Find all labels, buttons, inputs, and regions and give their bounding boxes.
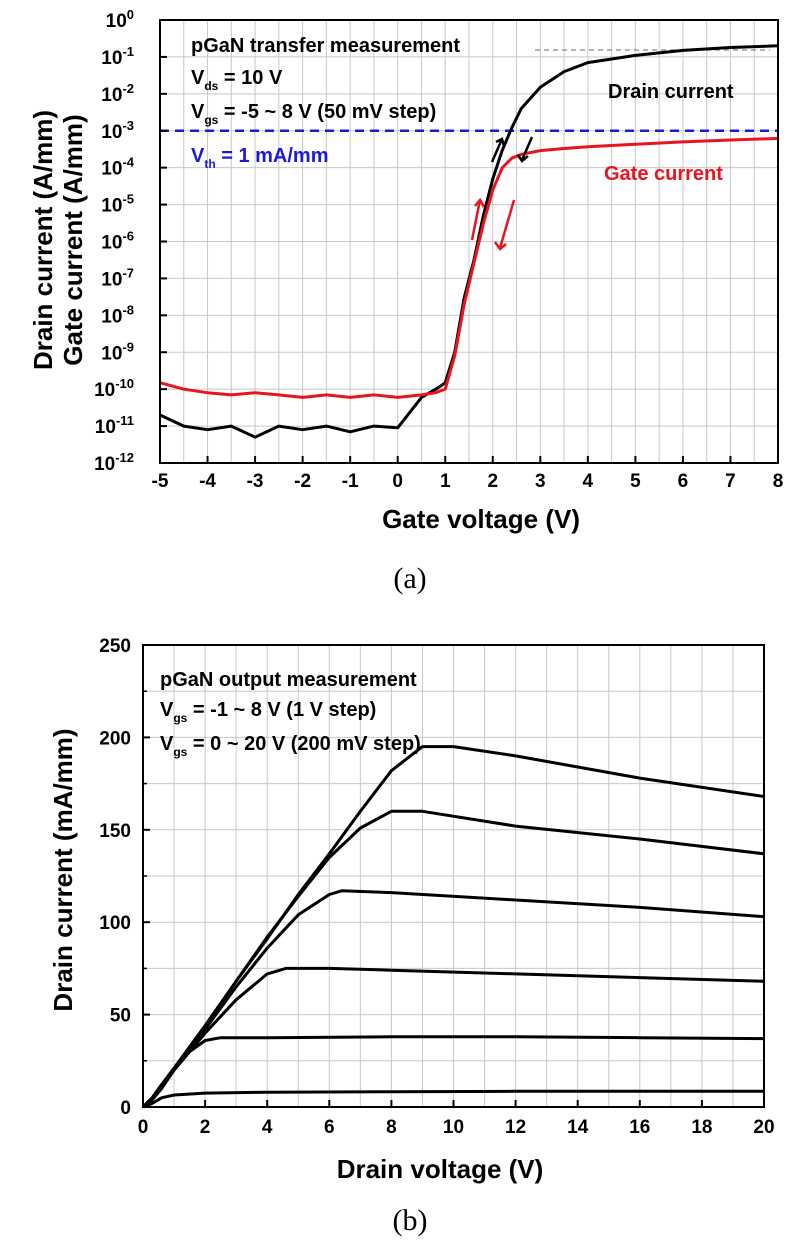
vgs-annotation: Vgs = -5 ~ 8 V (50 mV step) <box>191 101 436 127</box>
vds-annotation: Vds = 10 V <box>191 67 283 93</box>
x-tick-label: -4 <box>199 471 216 492</box>
x-tick-label: 6 <box>678 471 689 492</box>
x-tick-label: -1 <box>342 471 359 492</box>
y-tick-label: 10-1 <box>101 44 134 69</box>
panel-a-axes: -5 -4 -3 -2 -1 0 1 2 3 4 5 6 7 8 100 10-1 10-2 10-3 10-4 10… <box>94 7 783 492</box>
panel-a-transfer-chart: -5 -4 -3 -2 -1 0 1 2 3 4 5 6 7 8 100 10-1 10-2 10-3 10-4 10… <box>28 7 783 595</box>
y-tick-label: 10-12 <box>94 450 134 475</box>
x-tick-label: 20 <box>753 1117 774 1138</box>
y-tick-label: 200 <box>99 728 131 749</box>
output-curve-1 <box>142 1089 764 1109</box>
x-tick-label: 16 <box>629 1117 650 1138</box>
vth-annotation: Vth = 1 mA/mm <box>191 145 329 171</box>
y-tick-label: 10-10 <box>94 376 134 401</box>
y-tick-label: 10-4 <box>101 155 134 180</box>
y-tick-label: 10-7 <box>101 265 134 290</box>
x-tick-label: 12 <box>505 1117 526 1138</box>
panel-a-y-axis-label-gate: Gate current (A/mm) <box>58 114 88 365</box>
panel-a-x-axis-label: Gate voltage (V) <box>382 504 580 534</box>
y-tick-label: 10-3 <box>101 118 134 143</box>
x-tick-label: 0 <box>138 1117 149 1138</box>
output-curve-6 <box>141 745 765 1109</box>
x-tick-label: 0 <box>392 471 403 492</box>
x-tick-label: 6 <box>324 1117 335 1138</box>
transfer-title: pGaN transfer measurement <box>191 35 460 57</box>
y-tick-label: 100 <box>99 913 131 934</box>
x-tick-label: 18 <box>691 1117 712 1138</box>
y-tick-label: 150 <box>99 821 131 842</box>
panel-b-x-axis-label: Drain voltage (V) <box>337 1154 544 1184</box>
panel-a-grid <box>159 19 779 464</box>
gate-current-legend-label: Gate current <box>604 163 723 185</box>
x-tick-label: 2 <box>200 1117 211 1138</box>
gate-current-series <box>159 136 779 399</box>
y-tick-label: 0 <box>120 1098 131 1119</box>
y-tick-label: 10-8 <box>101 302 134 327</box>
x-tick-label: 14 <box>567 1117 589 1138</box>
y-tick-label: 10-5 <box>101 192 134 217</box>
y-tick-label: 100 <box>106 7 134 32</box>
x-tick-label: 1 <box>440 471 451 492</box>
drain-current-legend-label: Drain current <box>608 81 734 103</box>
panel-b-series <box>141 745 765 1109</box>
x-tick-label: 7 <box>725 471 736 492</box>
y-tick-label: 10-2 <box>101 81 134 106</box>
y-tick-label: 50 <box>110 1006 131 1027</box>
x-tick-label: 8 <box>386 1117 397 1138</box>
x-tick-label: 2 <box>487 471 498 492</box>
x-tick-label: -5 <box>152 471 169 492</box>
y-tick-label: 10-9 <box>101 339 134 364</box>
panel-b-y-axis-label: Drain current (mA/mm) <box>48 728 78 1011</box>
y-tick-label: 10-6 <box>101 229 134 254</box>
vds-range-annotation: Vgs = 0 ~ 20 V (200 mV step) <box>160 733 421 759</box>
panel-a-y-axis-label-drain: Drain current (A/mm) <box>28 110 58 370</box>
x-tick-label: 4 <box>583 471 594 492</box>
x-tick-label: 3 <box>535 471 546 492</box>
x-tick-label: -3 <box>247 471 264 492</box>
x-tick-label: 4 <box>262 1117 273 1138</box>
x-tick-label: -2 <box>294 471 311 492</box>
x-tick-label: 10 <box>443 1117 464 1138</box>
output-title: pGaN output measurement <box>160 669 417 691</box>
panel-a-series <box>159 44 779 439</box>
y-tick-label: 250 <box>99 636 131 657</box>
vgs-range-annotation: Vgs = -1 ~ 8 V (1 V step) <box>160 699 376 725</box>
drain-sweep-arrows <box>490 136 534 163</box>
panel-a-caption: (a) <box>393 562 426 595</box>
x-tick-label: 8 <box>773 471 784 492</box>
x-tick-label: 5 <box>630 471 641 492</box>
y-tick-label: 10-11 <box>95 413 134 438</box>
panel-b-caption: (b) <box>393 1204 428 1237</box>
gate-sweep-arrows <box>470 197 516 251</box>
